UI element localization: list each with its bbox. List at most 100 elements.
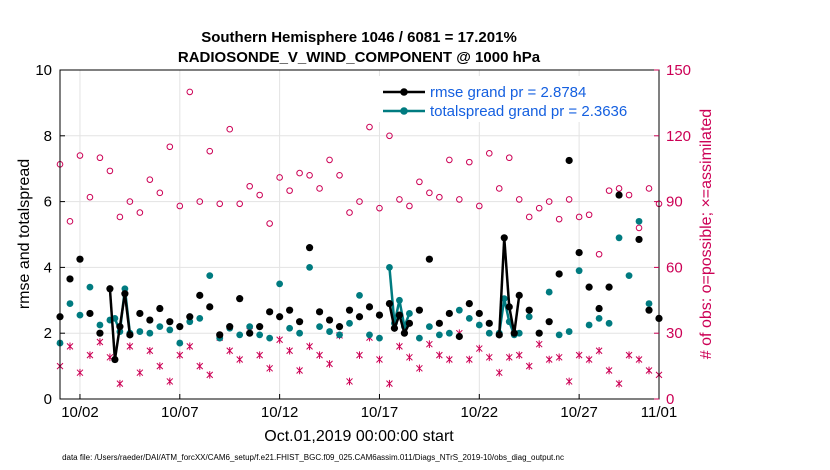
spread-marker	[146, 329, 154, 337]
obs-possible-marker	[605, 187, 613, 194]
data-file-footer: data file: /Users/raeder/DAI/ATM_forcXX/…	[62, 453, 564, 462]
rmse-marker	[405, 319, 414, 327]
spread-marker	[416, 334, 423, 342]
obs-assimilated-marker	[256, 351, 264, 359]
chart-title-line-1: Southern Hemisphere 1046 / 6081 = 17.201…	[201, 29, 517, 46]
y-tick-label: 4	[44, 259, 52, 276]
obs-possible-marker	[356, 198, 363, 205]
rmse-marker	[395, 311, 404, 319]
rmse-marker	[166, 318, 174, 326]
spread-marker	[425, 323, 433, 331]
y-axis-right-label: # of obs: o=possible; ×=assimilated	[698, 109, 715, 359]
y-right-tick-label: 150	[666, 62, 691, 79]
obs-assimilated-marker	[306, 342, 313, 351]
obs-possible-marker	[485, 150, 493, 157]
rmse-marker	[465, 299, 473, 308]
obs-assimilated-marker	[605, 366, 613, 375]
obs-assimilated-marker	[595, 346, 603, 355]
obs-possible-marker	[66, 218, 74, 225]
obs-possible-marker	[456, 196, 463, 203]
spread-marker	[625, 272, 633, 280]
spread-marker	[475, 321, 483, 329]
rmse-marker	[136, 309, 144, 318]
obs-possible-marker	[535, 204, 543, 212]
spread-marker	[66, 300, 74, 307]
rmse-marker	[645, 306, 653, 314]
spread-line-segment	[503, 298, 511, 322]
obs-assimilated-marker	[565, 377, 573, 386]
obs-possible-marker	[436, 193, 443, 201]
obs-assimilated-marker	[196, 362, 204, 370]
spread-marker	[635, 217, 643, 225]
obs-assimilated-marker	[416, 364, 423, 373]
rmse-marker	[555, 270, 563, 278]
obs-assimilated-marker	[436, 351, 443, 359]
obs-possible-marker	[545, 198, 553, 205]
rmse-marker	[515, 291, 523, 299]
obs-possible-marker	[316, 185, 323, 192]
y-tick-label: 2	[44, 325, 52, 342]
rmse-marker	[96, 329, 104, 337]
spread-marker	[346, 319, 353, 327]
obs-assimilated-marker	[515, 351, 523, 359]
obs-possible-marker	[126, 198, 134, 205]
rmse-line-segment	[498, 237, 506, 335]
obs-assimilated-marker	[376, 355, 383, 364]
metric-series	[56, 79, 663, 364]
obs-assimilated-marker	[615, 379, 623, 388]
obs-possible-marker	[466, 158, 473, 166]
spread-marker	[545, 288, 553, 296]
spread-marker	[356, 291, 363, 299]
rmse-marker	[495, 331, 503, 339]
obs-possible-marker	[286, 187, 293, 194]
obs-assimilated-marker	[286, 346, 293, 355]
obs-assimilated-marker	[156, 362, 164, 370]
obs-possible-marker	[585, 211, 593, 219]
obs-assimilated-marker	[445, 355, 453, 364]
obs-possible-marker	[136, 209, 144, 216]
rmse-marker	[116, 323, 124, 331]
spread-marker	[445, 329, 453, 337]
spread-marker	[366, 331, 373, 339]
chart-title-line-2: RADIOSONDE_V_WIND_COMPONENT @ 1000 hPa	[178, 49, 541, 66]
x-tick-label: 10/27	[560, 404, 598, 421]
obs-assimilated-marker	[635, 355, 643, 364]
obs-possible-marker	[86, 193, 94, 201]
spread-marker	[615, 234, 623, 242]
obs-possible-marker	[206, 147, 214, 155]
y-right-tick-label: 60	[666, 259, 683, 276]
rmse-marker	[525, 306, 533, 314]
spread-line-segment	[388, 267, 396, 324]
legend-background	[378, 76, 650, 122]
rmse-line-segment	[513, 295, 521, 334]
rmse-marker	[246, 329, 254, 337]
spread-marker	[595, 314, 603, 322]
spread-marker	[525, 313, 533, 321]
obs-possible-marker	[595, 250, 603, 258]
x-axis-label: Oct.01,2019 00:00:00 start	[264, 428, 454, 445]
x-tick-label: 10/12	[261, 404, 299, 421]
obs-possible-marker	[366, 123, 373, 131]
rmse-marker	[605, 283, 613, 291]
obs-assimilated-marker	[296, 366, 303, 375]
rmse-marker	[505, 303, 513, 311]
obs-possible-marker	[226, 125, 234, 133]
rmse-marker	[365, 303, 374, 311]
rmse-marker	[435, 319, 443, 327]
rmse-marker	[266, 308, 274, 316]
obs-assimilated-marker	[116, 379, 124, 388]
spread-marker	[256, 331, 264, 339]
obs-possible-marker	[166, 143, 174, 151]
obs-possible-marker	[146, 176, 154, 183]
obs-possible-marker	[76, 152, 84, 159]
rmse-marker	[305, 244, 314, 252]
spread-marker	[396, 296, 403, 304]
obs-assimilated-marker	[406, 353, 413, 362]
rmse-marker	[475, 309, 483, 318]
spread-marker	[316, 323, 323, 331]
spread-marker	[455, 306, 463, 314]
obs-assimilated-marker	[186, 342, 194, 351]
obs-assimilated-marker	[266, 364, 274, 373]
x-tick-label: 10/07	[161, 404, 199, 421]
y-tick-label: 8	[44, 128, 52, 145]
